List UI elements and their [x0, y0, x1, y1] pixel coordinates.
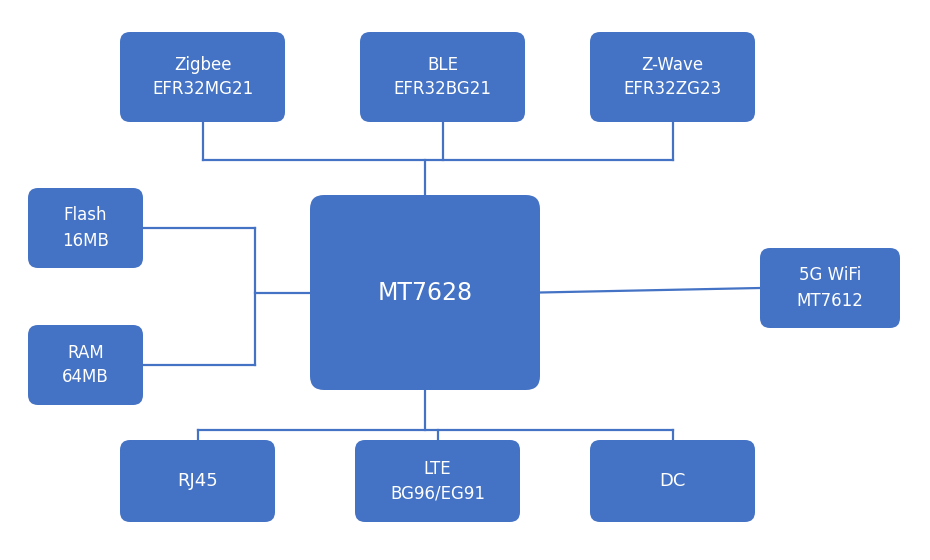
- FancyBboxPatch shape: [120, 32, 285, 122]
- FancyBboxPatch shape: [120, 440, 275, 522]
- Text: BLE
EFR32BG21: BLE EFR32BG21: [393, 55, 491, 99]
- Text: RJ45: RJ45: [177, 472, 218, 490]
- Text: Zigbee
EFR32MG21: Zigbee EFR32MG21: [152, 55, 253, 99]
- FancyBboxPatch shape: [28, 188, 143, 268]
- Text: Z-Wave
EFR32ZG23: Z-Wave EFR32ZG23: [623, 55, 722, 99]
- Text: Flash
16MB: Flash 16MB: [62, 207, 109, 250]
- Text: DC: DC: [659, 472, 685, 490]
- FancyBboxPatch shape: [310, 195, 540, 390]
- FancyBboxPatch shape: [590, 32, 755, 122]
- FancyBboxPatch shape: [760, 248, 900, 328]
- Text: 5G WiFi
MT7612: 5G WiFi MT7612: [797, 267, 863, 310]
- Text: MT7628: MT7628: [378, 281, 472, 305]
- Text: RAM
64MB: RAM 64MB: [62, 343, 109, 386]
- FancyBboxPatch shape: [590, 440, 755, 522]
- Text: LTE
BG96/EG91: LTE BG96/EG91: [390, 460, 485, 502]
- FancyBboxPatch shape: [355, 440, 520, 522]
- FancyBboxPatch shape: [360, 32, 525, 122]
- FancyBboxPatch shape: [28, 325, 143, 405]
